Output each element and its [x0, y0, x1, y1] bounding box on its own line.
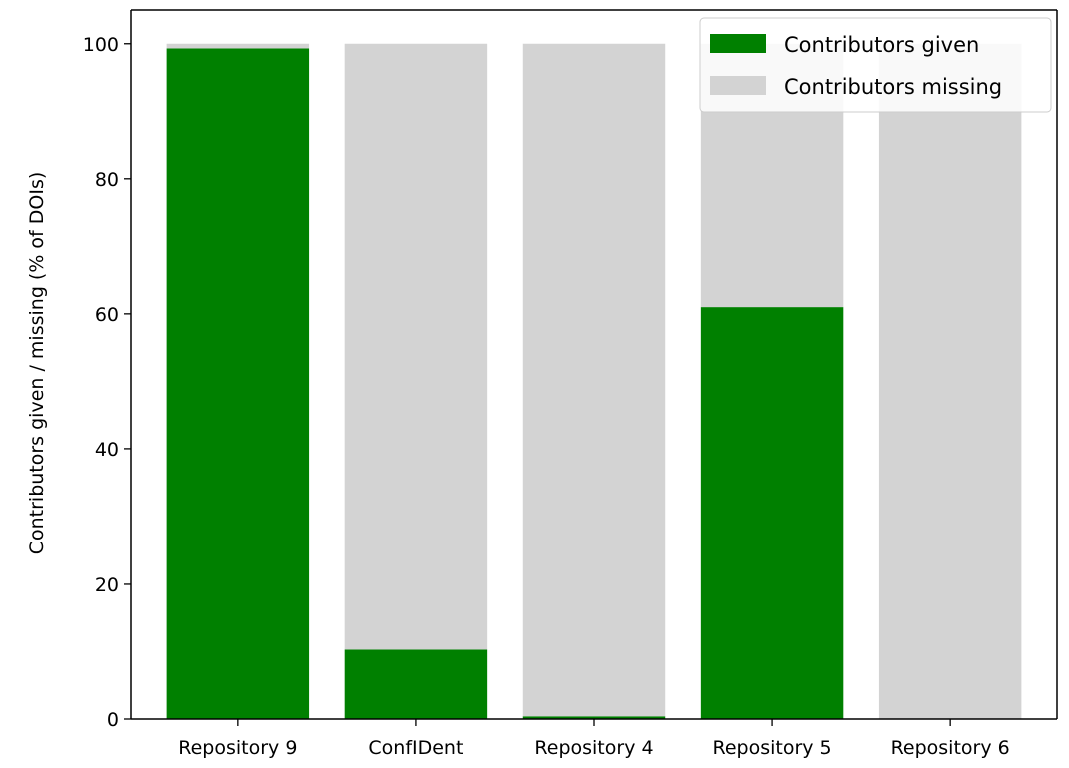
bar-contributors-missing-confident [344, 43, 488, 650]
bar-contributors-missing-repository-9 [166, 43, 310, 49]
y-tick-labels: 0 20 40 60 80 100 [83, 34, 131, 731]
y-tick-label: 0 [107, 709, 119, 731]
bar-contributors-given-repository-9 [166, 48, 310, 720]
y-axis-label: Contributors given / missing (% of DOIs) [26, 172, 48, 555]
x-tick-label-repository-6: Repository 6 [891, 737, 1010, 759]
y-tick-label: 40 [95, 439, 119, 461]
bar-contributors-missing-repository-4 [522, 43, 666, 717]
x-tick-label-confident: ConfIDent [368, 737, 463, 759]
legend-label-contributors-given: Contributors given [784, 33, 979, 57]
y-tick-label: 100 [83, 34, 119, 56]
bar-contributors-given-repository-4 [522, 716, 666, 719]
bars-layer [166, 43, 1022, 720]
bar-contributors-given-confident [344, 649, 488, 719]
bar-contributors-missing-repository-6 [878, 43, 1022, 719]
legend: Contributors given Contributors missing [699, 17, 1052, 113]
legend-label-contributors-missing: Contributors missing [784, 75, 1002, 99]
x-tick-label-repository-5: Repository 5 [712, 737, 831, 759]
y-tick-label: 60 [95, 304, 119, 326]
y-tick-label: 80 [95, 169, 119, 191]
y-tick-label: 20 [95, 574, 119, 596]
bar-contributors-given-repository-5 [700, 307, 844, 719]
legend-swatch-contributors-missing [710, 76, 766, 95]
x-tick-labels: Repository 9 ConfIDent Repository 4 Reposit… [178, 719, 1010, 759]
x-tick-label-repository-9: Repository 9 [178, 737, 297, 759]
x-tick-label-repository-4: Repository 4 [534, 737, 653, 759]
legend-swatch-contributors-given [710, 34, 766, 53]
legend-frame [699, 17, 1052, 113]
